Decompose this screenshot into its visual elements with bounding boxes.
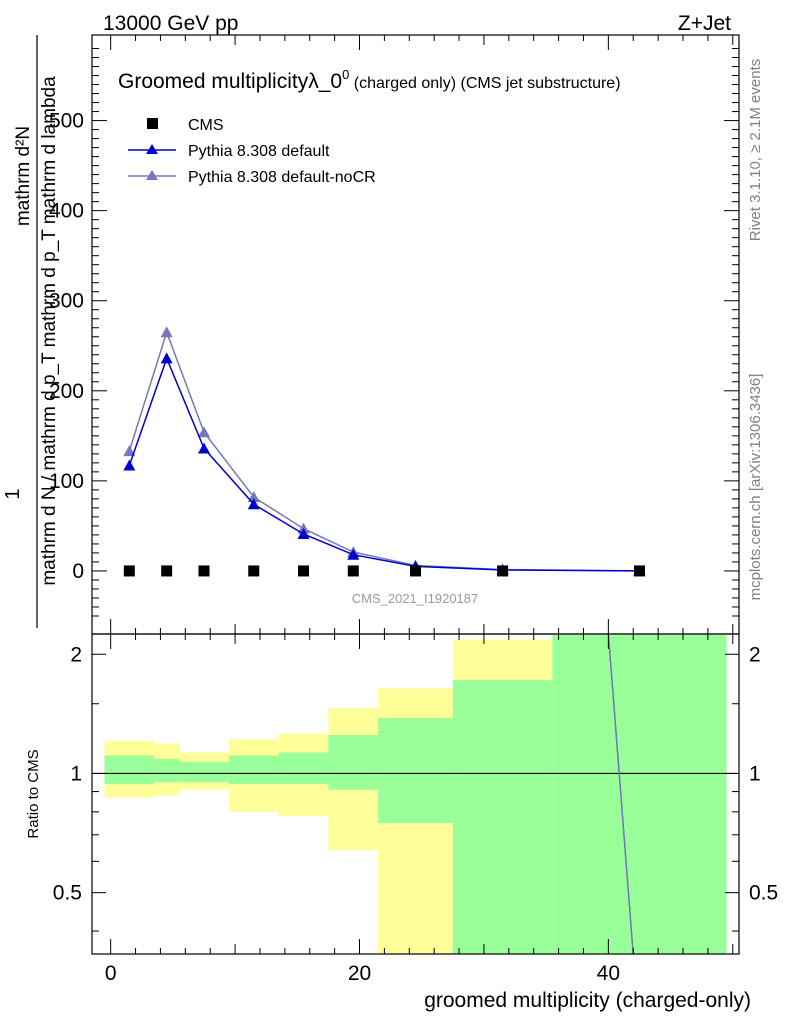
data-point-cms (298, 565, 310, 577)
data-point-cms (123, 565, 135, 577)
data-point-cms (198, 565, 210, 577)
data-point-cms (248, 565, 260, 577)
main-y-tick-label: 200 (49, 380, 84, 403)
mcplots-source-label: mcplots.cern.ch [arXiv:1306.3436] (747, 374, 764, 601)
ratio-y-tick-label-right: 2 (749, 643, 761, 666)
data-point-cms (410, 565, 421, 577)
y-label-prefix: 1 (2, 488, 24, 499)
ratio-y-tick-label: 2 (70, 643, 82, 666)
ratio-axis-ticks: 0.5 0.51 12 20 20 40 (53, 634, 778, 985)
ratio-y-tick-label-right: 0.5 (749, 882, 778, 905)
data-point-cms (347, 565, 359, 577)
ratio-band-inner (278, 752, 329, 785)
ratio-y-tick-label-right: 1 (749, 762, 761, 785)
y-label-numerator: mathrm d²N (13, 126, 34, 226)
ratio-band-inner (452, 680, 553, 954)
data-point-cms (497, 565, 509, 577)
ratio-band-inner (228, 755, 279, 785)
data-point-pythia-default (197, 442, 210, 454)
y-label-denominator: mathrm d N / mathrm d p_T mathrm d p_T m… (39, 76, 60, 586)
data-point-cms (161, 565, 173, 577)
rivet-version-label: Rivet 3.1.10, ≥ 2.1M events (747, 59, 764, 242)
legend-default-marker (146, 144, 158, 154)
data-point-pythia-nocr (160, 326, 173, 338)
x-tick-label: 0 (105, 962, 117, 985)
ratio-data-layer (92, 633, 739, 955)
ratio-line-pythia-nocr (607, 633, 634, 955)
legend: CMS Pythia 8.308 default Pythia 8.308 de… (128, 117, 376, 186)
main-y-tick-label: 100 (49, 470, 84, 493)
ratio-band-inner (104, 755, 155, 785)
main-y-tick-label: 300 (49, 290, 84, 313)
analysis-watermark: CMS_2021_I1920187 (352, 591, 479, 606)
main-title: Groomed multiplicityλ_00 (charged only) … (118, 67, 621, 93)
ratio-band-inner (378, 718, 453, 823)
data-point-pythia-nocr (197, 426, 210, 438)
data-point-pythia-default (297, 528, 310, 540)
main-data-layer (123, 326, 646, 577)
data-point-pythia-default (347, 548, 360, 560)
legend-default-label: Pythia 8.308 default (188, 143, 330, 160)
legend-cms-marker (147, 118, 158, 129)
main-title-superscript: 0 (342, 67, 349, 82)
ratio-y-tick-label: 1 (70, 762, 82, 785)
ratio-panel: 0.5 0.51 12 20 20 40 Ratio to CMS groomed mul… (25, 633, 778, 1012)
x-tick-label: 40 (597, 962, 620, 985)
ratio-band-inner (328, 735, 379, 790)
ratio-band-inner (552, 634, 727, 954)
main-title-suffix: (charged only) (CMS jet substructure) (349, 75, 620, 92)
data-point-pythia-nocr (123, 445, 136, 457)
data-point-pythia-default (247, 498, 260, 510)
legend-nocr-marker (146, 170, 158, 180)
ratio-y-axis-label: Ratio to CMS (25, 749, 42, 838)
main-y-axis-label: 1 mathrm d²N mathrm d N / mathrm d p_T m… (2, 35, 60, 628)
ratio-frame (91, 633, 740, 955)
main-panel: 0 100 200 300 400 500 Groomed multiplicityλ_0… (2, 34, 740, 635)
main-title-text: Groomed multiplicityλ_0 (118, 70, 342, 93)
series-line-pythia-default (128, 356, 640, 572)
ratio-band-inner (154, 758, 180, 783)
energy-label: 13000 GeV pp (103, 12, 238, 35)
data-point-cms (633, 565, 645, 577)
main-y-tick-label: 0 (72, 560, 84, 583)
legend-nocr-label: Pythia 8.308 default-noCR (188, 169, 376, 186)
legend-cms-label: CMS (188, 117, 224, 134)
process-label: Z+Jet (678, 12, 731, 35)
data-point-pythia-default (160, 352, 173, 364)
data-point-pythia-default (123, 459, 136, 471)
main-y-tick-label: 500 (49, 110, 84, 133)
x-tick-label: 20 (348, 962, 371, 985)
data-point-pythia-nocr (247, 491, 260, 503)
main-y-tick-label: 400 (49, 200, 84, 223)
x-axis-label: groomed multiplicity (charged-only) (424, 989, 751, 1012)
ratio-band-inner (179, 761, 229, 783)
ratio-y-tick-label: 0.5 (53, 882, 82, 905)
main-axis-ticks: 0 100 200 300 400 500 (49, 35, 739, 634)
